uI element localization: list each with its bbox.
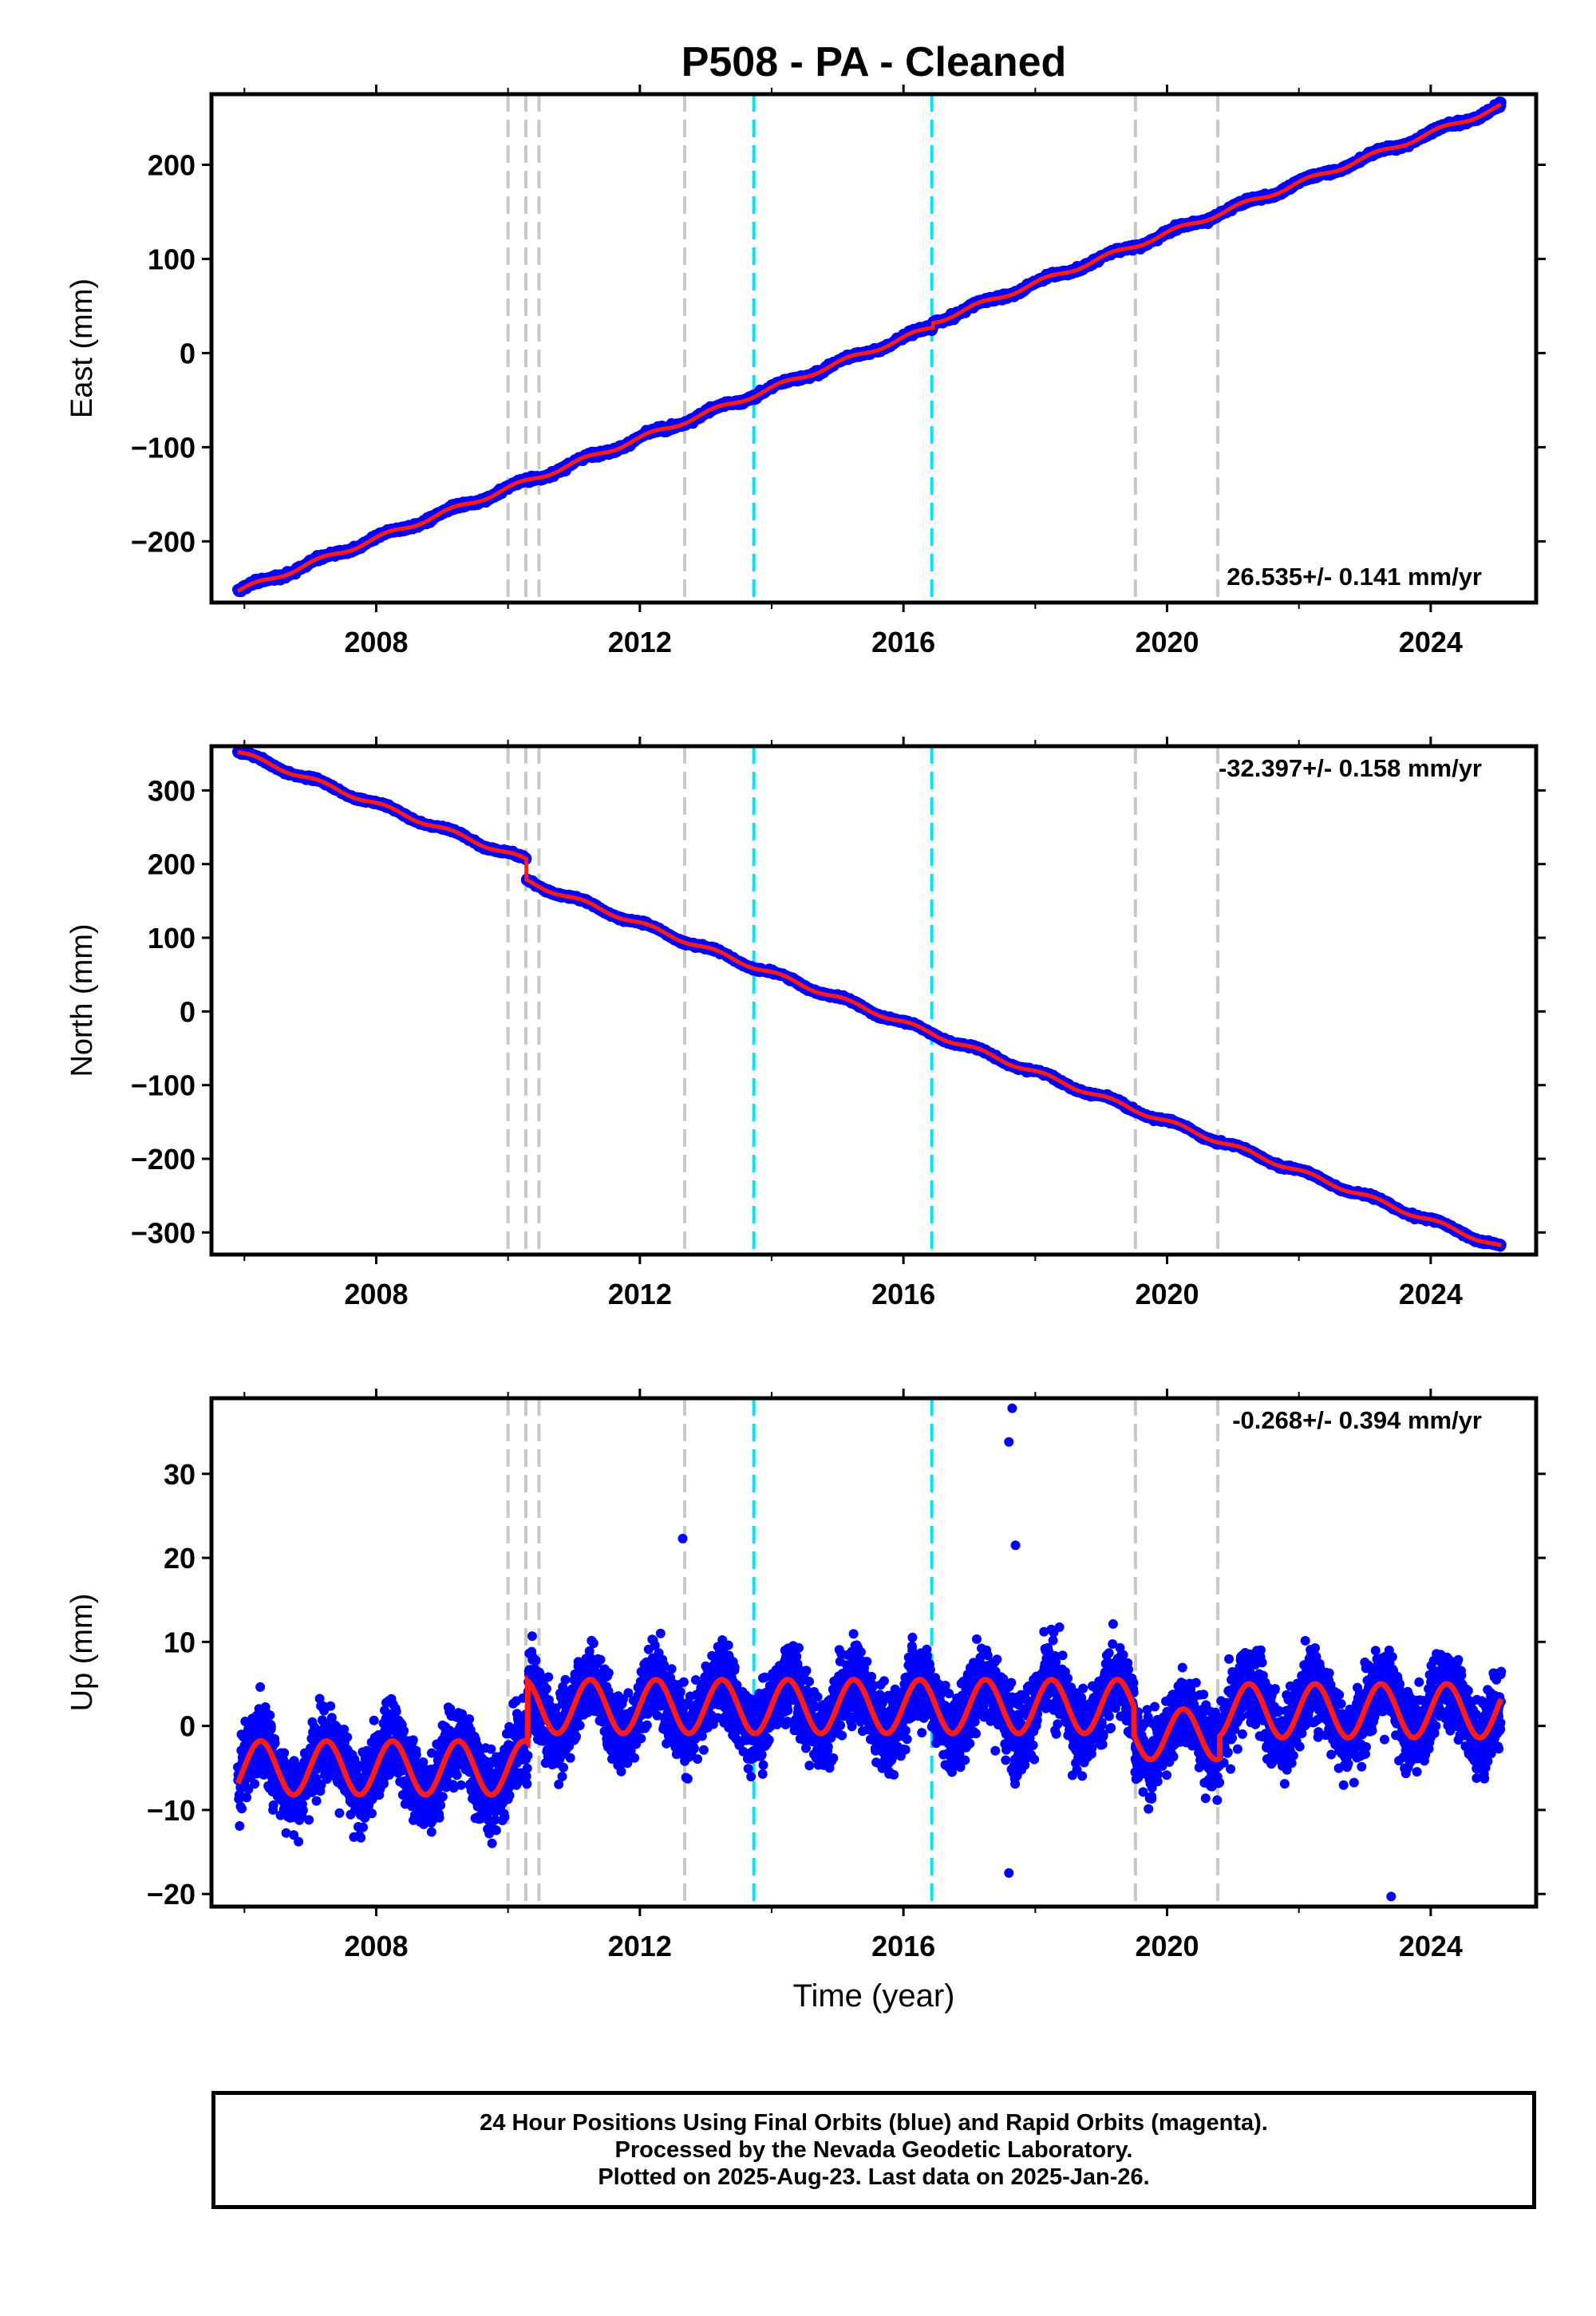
chart-panels: 2008 2012 2016 2020 2024 −200 −100 0 100 200 East … <box>65 85 1546 2014</box>
x-tick-label: 2024 <box>1399 626 1463 658</box>
y-axis-label: East (mm) <box>65 279 99 418</box>
x-tick-label: 2008 <box>344 626 408 658</box>
panel-east: 2008 2012 2016 2020 2024 −200 −100 0 100 200 East … <box>65 85 1546 658</box>
x-tick-label: 2016 <box>871 626 935 658</box>
figure-title: P508 - PA - Cleaned <box>681 39 1067 85</box>
y-tick-label: 200 <box>148 148 196 181</box>
y-tick-label: −200 <box>131 525 196 558</box>
y-tick-label: 100 <box>148 243 196 275</box>
y-tick-label: 0 <box>180 337 196 370</box>
x-tick-label: 2012 <box>608 626 672 658</box>
y-tick-label: −100 <box>131 431 196 464</box>
plot-area <box>232 94 1507 603</box>
x-tick-label: 2020 <box>1135 626 1199 658</box>
plot-area <box>232 746 1507 1255</box>
rate-label: 26.535+/- 0.141 mm/yr <box>1227 563 1482 591</box>
panel-north: 2008 2012 2016 2020 2024−300−200−10001002003… <box>65 737 1546 1310</box>
